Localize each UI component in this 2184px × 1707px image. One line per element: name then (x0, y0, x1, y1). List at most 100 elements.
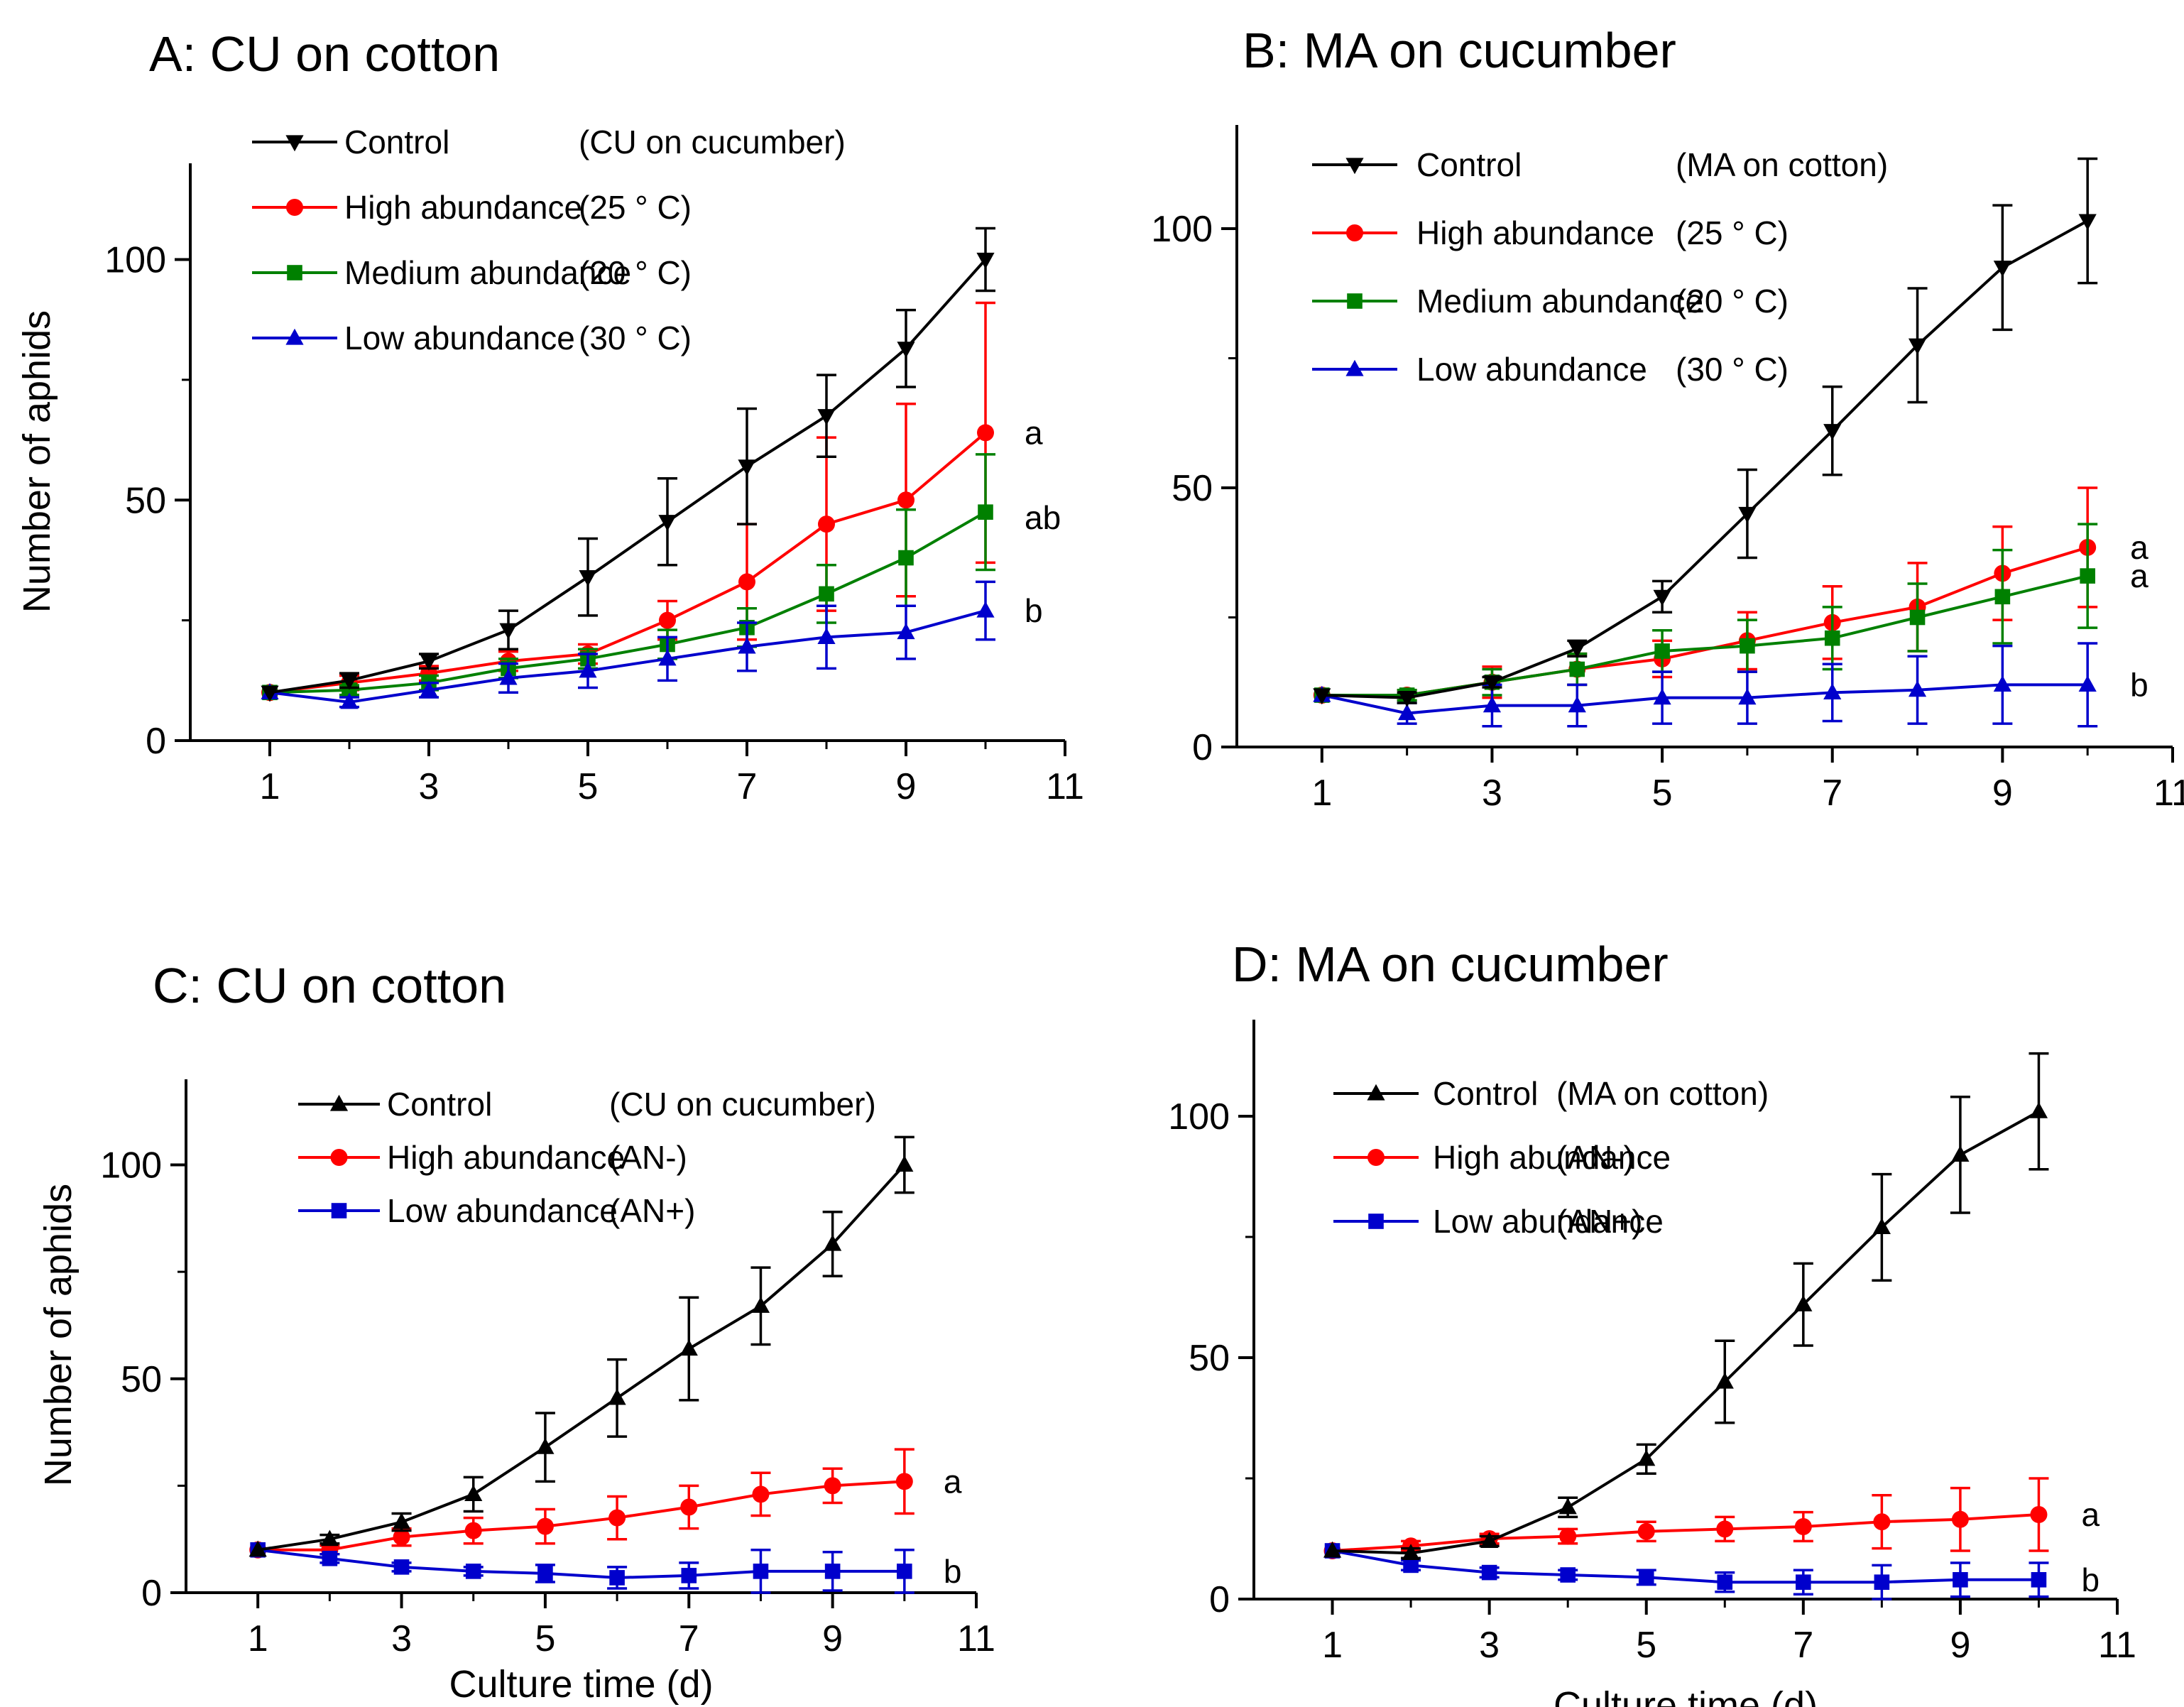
legend-item: High abundance(AN-) (1333, 1139, 1671, 1176)
data-point (499, 623, 518, 640)
legend-label: Control (344, 124, 449, 160)
significance-label: b (2081, 1561, 2100, 1598)
x-tick-label: 1 (1322, 1625, 1343, 1666)
legend-marker (1345, 359, 1364, 376)
significance-label: a (2081, 1496, 2100, 1533)
legend-marker (1347, 293, 1363, 309)
data-point (1398, 691, 1416, 707)
significance-label: a (944, 1463, 962, 1500)
series-line (1321, 219, 2089, 699)
legend-condition: (CU on cucumber) (609, 1086, 876, 1123)
data-point (897, 342, 915, 359)
x-axis-label: Culture time (d) (449, 1663, 713, 1706)
x-tick-label: 3 (391, 1618, 412, 1659)
legend: Control (MA on cotton) High abundance(AN-)… (1333, 1075, 1769, 1240)
y-tick-label: 100 (1151, 209, 1213, 250)
legend-condition: (30 ° C) (579, 320, 692, 356)
data-point (738, 573, 755, 591)
x-tick-label: 11 (1046, 766, 1084, 807)
data-point (1717, 1574, 1733, 1590)
data-point (1796, 1574, 1811, 1590)
series-line (269, 258, 987, 694)
x-tick-label: 7 (737, 766, 758, 807)
data-point (897, 491, 914, 509)
x-tick-label: 5 (578, 766, 599, 807)
series-low-abundance: b (250, 1542, 961, 1594)
data-point (1653, 589, 1671, 606)
data-point (1402, 1544, 1420, 1560)
legend-condition: (20 ° C) (579, 254, 692, 291)
x-tick-label: 3 (1479, 1625, 1500, 1666)
data-point (2030, 1506, 2048, 1523)
data-point (420, 654, 438, 671)
legend-item: Low abundance(AN+) (1333, 1203, 1664, 1240)
legend-condition: (25 ° C) (579, 189, 692, 226)
data-point (1480, 1532, 1499, 1548)
legend-item: Low abundance(AN+) (298, 1192, 695, 1229)
data-point (752, 1485, 770, 1503)
legend-marker (1367, 1149, 1385, 1166)
data-point (1953, 1572, 1968, 1588)
legend-item: Control (MA on cotton) (1333, 1075, 1769, 1112)
legend-condition: (20 ° C) (1676, 283, 1789, 320)
data-point (1560, 1567, 1576, 1583)
data-point (608, 1509, 626, 1527)
data-point (342, 682, 357, 698)
x-tick-label: 1 (1311, 773, 1332, 814)
data-point (1403, 1557, 1419, 1574)
y-tick-label: 50 (1189, 1338, 1230, 1379)
data-point (2031, 1572, 2047, 1588)
data-point (1483, 696, 1502, 713)
data-point (464, 1522, 482, 1539)
x-tick-label: 1 (260, 766, 280, 807)
significance-label: b (2130, 666, 2148, 703)
data-point (608, 1388, 626, 1405)
y-axis-label: Number of aphids (16, 310, 58, 613)
data-point (1637, 1449, 1656, 1466)
panel-a: A: CU on cotton 1 3 5 7 9 11 0 50 100 Number of ap… (16, 26, 1084, 807)
y-tick-label: 100 (104, 240, 166, 281)
x-tick-label: 7 (679, 1618, 699, 1659)
series-low-abundance: b (261, 580, 1043, 709)
legend-item: Medium abundance(20 ° C) (252, 254, 692, 291)
data-point (1483, 675, 1502, 692)
data-point (1794, 1295, 1813, 1311)
data-point (1872, 1218, 1891, 1234)
legend-condition: (MA on cotton) (1676, 146, 1888, 183)
legend-label: Medium abundance (1416, 283, 1703, 320)
x-axis-label: Culture time (d) (1554, 1684, 1818, 1707)
series-line (257, 1164, 906, 1551)
legend-marker (285, 328, 304, 345)
y-tick-label: 0 (1192, 727, 1213, 768)
data-point (2029, 1102, 2048, 1118)
series-line (1321, 574, 2088, 697)
data-point (895, 1473, 913, 1490)
x-tick-label: 1 (248, 1618, 268, 1659)
data-point (751, 1297, 770, 1313)
data-point (658, 515, 677, 531)
data-point (1993, 261, 2011, 277)
series-high-abundance: a (249, 1448, 962, 1559)
data-point (393, 1528, 410, 1546)
data-point (420, 680, 438, 697)
x-tick-label: 3 (1482, 773, 1502, 814)
x-tick-label: 5 (1636, 1625, 1656, 1666)
data-point (1908, 680, 1927, 697)
data-point (1637, 1522, 1655, 1540)
x-tick-label: 11 (2153, 773, 2184, 814)
data-point (1994, 589, 2011, 605)
data-point (1794, 1518, 1812, 1535)
legend-condition: (MA on cotton) (1556, 1075, 1769, 1112)
data-point (897, 623, 915, 640)
data-point (465, 1564, 481, 1579)
legend-condition: (AN-) (1556, 1139, 1634, 1176)
data-point (393, 1559, 410, 1575)
data-point (824, 1477, 841, 1495)
x-tick-label: 9 (1992, 773, 2013, 814)
legend-marker (286, 199, 303, 216)
legend-condition: (AN+) (609, 1192, 695, 1229)
legend-label: Control (1433, 1075, 1538, 1112)
panel-b: B: MA on cucumber 1 3 5 7 9 11 0 50 100 aa b Control… (1151, 23, 2184, 814)
data-point (680, 1498, 698, 1516)
